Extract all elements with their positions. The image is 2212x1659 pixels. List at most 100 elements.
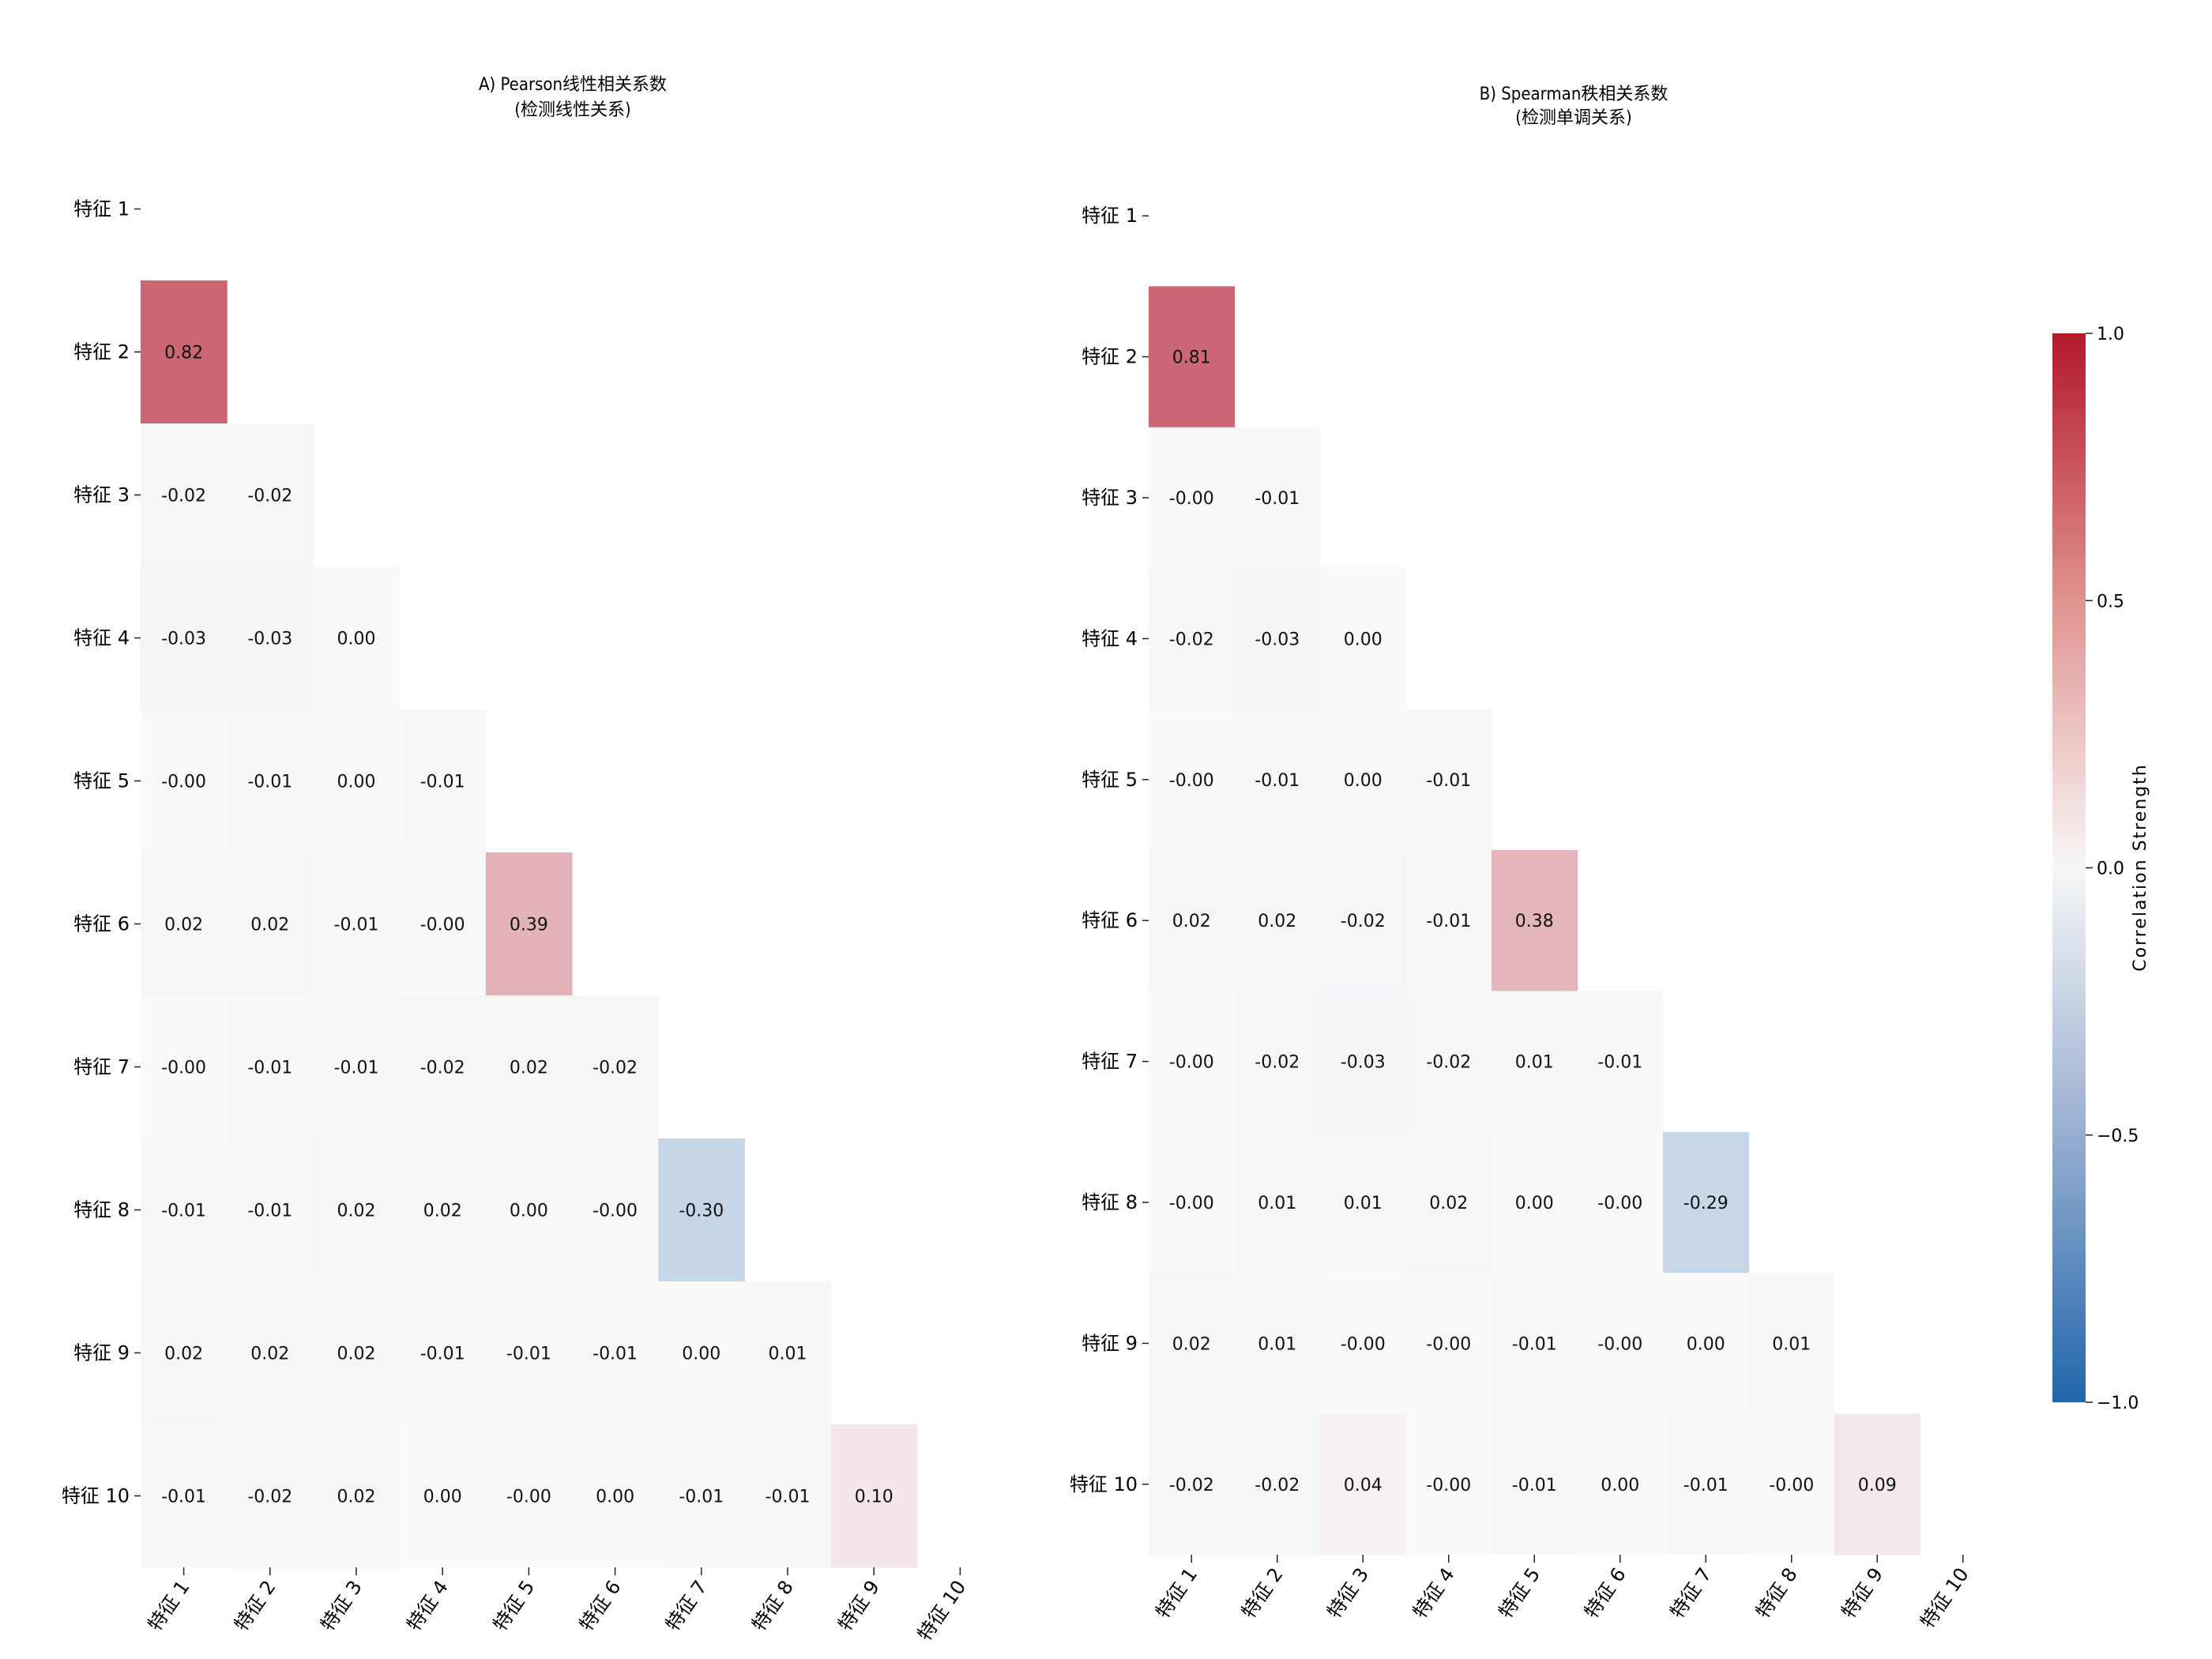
cell-annotation-r9-c1: 0.02 xyxy=(1172,1334,1211,1354)
y-tick-label-8: 特征 8 xyxy=(1082,1191,1138,1213)
heatmap-cell-r8-c2 xyxy=(1234,1131,1321,1273)
heatmap-cell-r9-c4 xyxy=(399,1281,487,1425)
x-tick-label-9: 特征 9 xyxy=(834,1576,885,1635)
cell-annotation-r10-c7: -0.01 xyxy=(1683,1476,1729,1495)
heatmap-cell-r9-c7 xyxy=(1663,1273,1750,1415)
cell-annotation-r6-c3: -0.01 xyxy=(334,916,379,935)
heatmap-cell-r9-c2 xyxy=(1234,1273,1321,1415)
heatmap-cell-r9-c1 xyxy=(141,1281,228,1425)
y-tick-label-10: 特征 10 xyxy=(62,1485,130,1507)
cell-annotation-r10-c2: -0.02 xyxy=(247,1488,292,1507)
cell-annotation-r8-c7: -0.29 xyxy=(1683,1194,1729,1213)
cell-annotation-r9-c4: -0.01 xyxy=(420,1345,465,1364)
heatmap-cell-r7-c6 xyxy=(572,995,659,1139)
y-tick-label-6: 特征 6 xyxy=(1082,909,1138,931)
heatmap-cell-r4-c3 xyxy=(1320,568,1407,710)
heatmap-cell-r6-c3 xyxy=(1320,850,1407,991)
cell-annotation-r8-c2: 0.01 xyxy=(1258,1194,1296,1213)
heatmap-cell-r6-c4 xyxy=(1405,850,1492,991)
heatmap-cell-r4-c2 xyxy=(227,566,314,710)
x-tick-label-10: 特征 10 xyxy=(1916,1563,1973,1632)
cell-annotation-r9-c5: -0.01 xyxy=(1512,1334,1557,1354)
colorbar-tick-label-2: 0.5 xyxy=(2097,592,2124,611)
x-tick-label-10: 特征 10 xyxy=(913,1576,970,1645)
cell-annotation-r10-c7: -0.01 xyxy=(679,1488,724,1507)
x-tick-label-1: 特征 1 xyxy=(144,1576,194,1635)
cell-annotation-r4-c2: -0.03 xyxy=(247,630,292,649)
cell-annotation-r4-c2: -0.03 xyxy=(1255,630,1300,649)
heatmap-cell-r5-c4 xyxy=(399,709,487,853)
cell-annotation-r8-c4: 0.02 xyxy=(423,1202,462,1221)
heatmap-cell-r6-c3 xyxy=(313,852,401,996)
cell-annotation-r10-c9: 0.09 xyxy=(1858,1476,1897,1495)
heatmap-cell-r8-c4 xyxy=(399,1138,487,1282)
cell-annotation-r10-c9: 0.10 xyxy=(855,1488,893,1507)
colorbar-tick-label-4: −0.5 xyxy=(2097,1127,2139,1146)
y-tick-label-7: 特征 7 xyxy=(73,1056,130,1078)
colorbar-tick-label-3: 0.0 xyxy=(2097,860,2124,879)
pearson-title: A) Pearson线性相关系数 xyxy=(479,75,667,95)
y-tick-label-6: 特征 6 xyxy=(73,913,130,935)
cell-annotation-r9-c8: 0.01 xyxy=(1772,1334,1811,1354)
cell-annotation-r10-c6: 0.00 xyxy=(1601,1476,1639,1495)
heatmap-cell-r3-c1 xyxy=(141,423,228,567)
cell-annotation-r5-c2: -0.01 xyxy=(1255,771,1300,791)
cell-annotation-r3-c2: -0.01 xyxy=(1255,489,1300,509)
x-tick-label-6: 特征 6 xyxy=(575,1576,626,1635)
cell-annotation-r8-c2: -0.01 xyxy=(247,1202,292,1221)
colorbar-tick-label-1: 1.0 xyxy=(2097,325,2124,344)
heatmap-cell-r10-c9 xyxy=(1834,1413,1921,1556)
heatmap-cell-r9-c5 xyxy=(1492,1273,1578,1415)
heatmap-cell-r10-c7 xyxy=(1663,1413,1750,1556)
cell-annotation-r4-c1: -0.03 xyxy=(161,630,206,649)
cell-annotation-r7-c3: -0.03 xyxy=(1341,1053,1386,1073)
colorbar: Correlation Strength 1.0 0.5 0.0 −0.5 −1.0 xyxy=(2052,325,2150,1413)
heatmap-cell-r9-c6 xyxy=(1577,1273,1664,1415)
cell-annotation-r8-c6: -0.00 xyxy=(1597,1194,1642,1213)
heatmap-cell-r7-c4 xyxy=(1405,991,1492,1133)
cell-annotation-r6-c5: 0.38 xyxy=(1515,912,1554,931)
y-tick-label-5: 特征 5 xyxy=(73,770,130,792)
heatmap-cell-r7-c4 xyxy=(399,995,487,1139)
heatmap-cell-r4-c1 xyxy=(1149,568,1236,710)
spearman-title: B) Spearman秩相关系数 xyxy=(1480,85,1668,104)
y-tick-label-9: 特征 9 xyxy=(1082,1332,1138,1354)
cell-annotation-r5-c4: -0.01 xyxy=(1426,771,1471,791)
cell-annotation-r7-c1: -0.00 xyxy=(1169,1053,1214,1073)
heatmap-cell-r10-c8 xyxy=(744,1424,832,1568)
cell-annotation-r4-c3: 0.00 xyxy=(1344,630,1382,649)
heatmap-cell-r2-c1 xyxy=(1149,286,1236,428)
cell-annotation-r8-c1: -0.01 xyxy=(161,1202,206,1221)
heatmap-cell-r8-c7 xyxy=(658,1138,745,1282)
heatmap-cell-r5-c3 xyxy=(313,709,401,853)
heatmap-cell-r7-c5 xyxy=(1492,991,1578,1133)
heatmap-cell-r3-c2 xyxy=(227,423,314,567)
pearson-heatmap-panel: A) Pearson线性相关系数 (检测线性关系) 0.82 -0.02 -0.02… xyxy=(62,75,970,1645)
cell-annotation-r2-c1: 0.82 xyxy=(164,344,203,363)
heatmap-cell-r7-c5 xyxy=(485,995,573,1139)
x-tick-label-3: 特征 3 xyxy=(1323,1563,1374,1622)
cell-annotation-r7-c3: -0.01 xyxy=(334,1059,379,1078)
cell-annotation-r8-c7: -0.30 xyxy=(679,1202,724,1221)
heatmap-cell-r9-c2 xyxy=(227,1281,314,1425)
cell-annotation-r9-c1: 0.02 xyxy=(164,1345,203,1364)
cell-annotation-r8-c3: 0.02 xyxy=(337,1202,376,1221)
heatmap-cell-r7-c1 xyxy=(141,995,228,1139)
heatmap-cell-r8-c6 xyxy=(1577,1131,1664,1273)
heatmap-cell-r9-c7 xyxy=(658,1281,745,1425)
heatmap-cell-r5-c2 xyxy=(1234,709,1321,851)
heatmap-cell-r6-c5 xyxy=(485,852,573,996)
cell-annotation-r9-c4: -0.00 xyxy=(1426,1334,1471,1354)
x-tick-label-7: 特征 7 xyxy=(661,1576,712,1635)
heatmap-cell-r7-c1 xyxy=(1149,991,1236,1133)
x-tick-label-4: 特征 4 xyxy=(403,1576,453,1635)
cell-annotation-r9-c7: 0.00 xyxy=(1687,1334,1725,1354)
cell-annotation-r5-c1: -0.00 xyxy=(1169,771,1214,791)
heatmap-cell-r10-c6 xyxy=(1577,1413,1664,1556)
heatmap-cell-r6-c1 xyxy=(141,852,228,996)
heatmap-cell-r4-c1 xyxy=(141,566,228,710)
y-tick-label-3: 特征 3 xyxy=(1082,487,1138,509)
heatmap-cell-r10-c5 xyxy=(485,1424,573,1568)
heatmap-cell-r8-c3 xyxy=(313,1138,401,1282)
cell-annotation-r7-c6: -0.01 xyxy=(1597,1053,1642,1073)
